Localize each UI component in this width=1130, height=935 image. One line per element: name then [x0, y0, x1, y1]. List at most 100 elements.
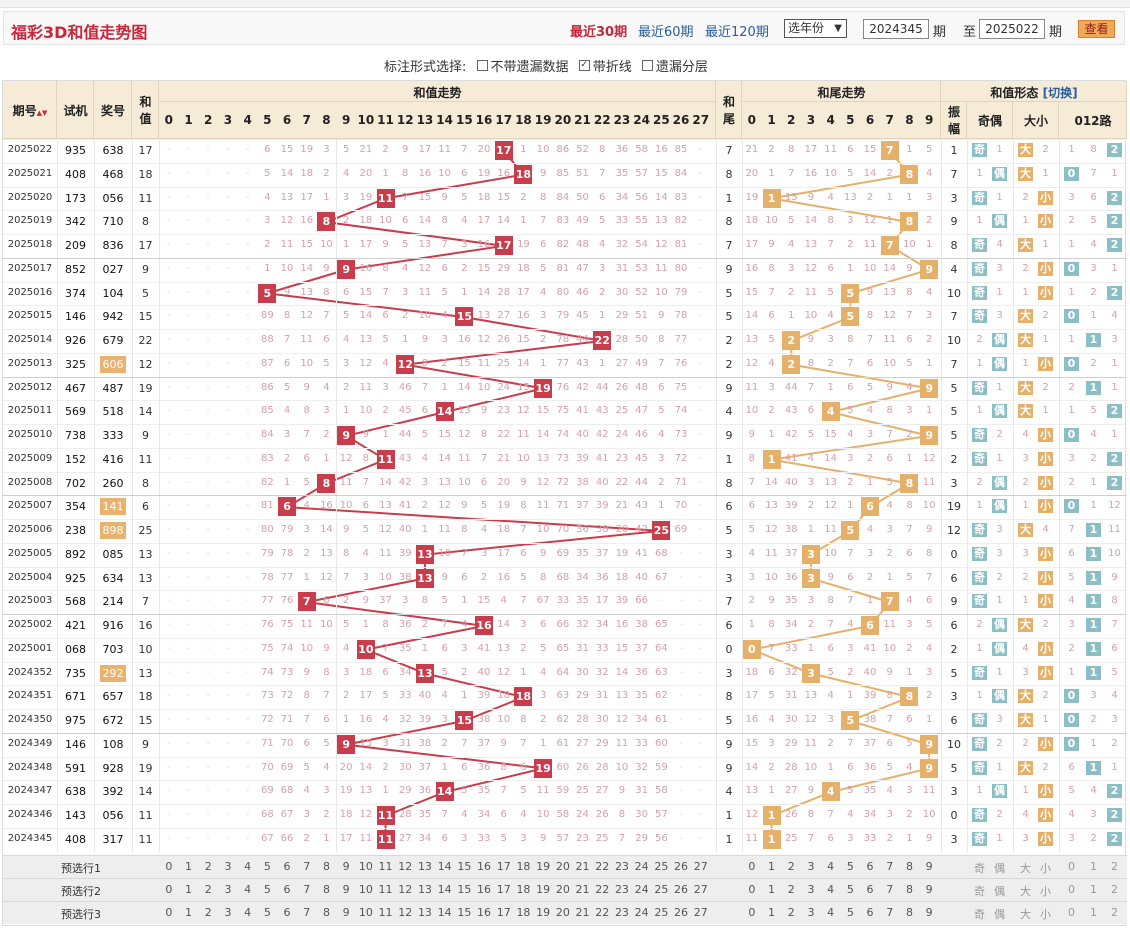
preselect-shape[interactable]: 偶	[994, 884, 1005, 898]
preselect-sum-num[interactable]: 10	[358, 905, 373, 919]
preselect-sum-num[interactable]: 16	[477, 882, 492, 896]
preselect-tail-num[interactable]: 7	[886, 882, 894, 896]
preselect-sum-num[interactable]: 20	[555, 859, 570, 873]
preselect-sum-num[interactable]: 1	[185, 882, 193, 896]
preselect-sum-num[interactable]: 6	[283, 859, 291, 873]
preselect-shape[interactable]: 偶	[994, 907, 1005, 921]
preselect-sum-num[interactable]: 0	[165, 882, 173, 896]
preselect-sum-num[interactable]: 5	[263, 859, 271, 873]
preselect-shape[interactable]: 大	[1020, 907, 1031, 921]
preselect-shape[interactable]: 大	[1020, 861, 1031, 875]
preselect-tail-num[interactable]: 8	[905, 882, 913, 896]
preselect-shape[interactable]: 小	[1040, 884, 1051, 898]
preselect-tail-num[interactable]: 4	[827, 882, 835, 896]
preselect-shape[interactable]: 1	[1090, 859, 1097, 873]
preselect-sum-num[interactable]: 19	[536, 882, 551, 896]
preselect-sum-num[interactable]: 5	[263, 882, 271, 896]
preselect-shape[interactable]: 偶	[994, 861, 1005, 875]
preselect-sum-num[interactable]: 8	[322, 859, 330, 873]
preselect-sum-num[interactable]: 2	[204, 905, 212, 919]
preselect-shape[interactable]: 1	[1090, 882, 1097, 896]
preselect-shape[interactable]: 0	[1068, 905, 1075, 919]
preselect-tail-num[interactable]: 3	[807, 905, 815, 919]
preselect-shape[interactable]: 2	[1111, 882, 1118, 896]
preselect-sum-num[interactable]: 9	[342, 905, 350, 919]
preselect-sum-num[interactable]: 21	[575, 905, 590, 919]
preselect-tail-num[interactable]: 3	[807, 882, 815, 896]
preselect-shape[interactable]: 大	[1020, 884, 1031, 898]
preselect-sum-num[interactable]: 2	[204, 882, 212, 896]
opt2-checkbox[interactable]: ✓	[578, 60, 590, 71]
preselect-sum-num[interactable]: 18	[516, 882, 531, 896]
preselect-sum-num[interactable]: 20	[555, 882, 570, 896]
preselect-sum-num[interactable]: 24	[634, 859, 649, 873]
preselect-sum-num[interactable]: 11	[378, 882, 393, 896]
preselect-shape[interactable]: 小	[1040, 861, 1051, 875]
preselect-shape[interactable]: 奇	[974, 861, 985, 875]
range-60-link[interactable]: 最近60期	[638, 25, 694, 40]
preselect-sum-num[interactable]: 5	[263, 905, 271, 919]
preselect-sum-num[interactable]: 12	[398, 859, 413, 873]
opt3-checkbox[interactable]	[641, 60, 653, 71]
preselect-shape[interactable]: 奇	[974, 884, 985, 898]
preselect-sum-num[interactable]: 3	[224, 859, 232, 873]
preselect-sum-num[interactable]: 10	[358, 882, 373, 896]
preselect-sum-num[interactable]: 17	[496, 859, 511, 873]
preselect-sum-num[interactable]: 23	[614, 882, 629, 896]
preselect-sum-num[interactable]: 8	[322, 905, 330, 919]
preselect-sum-num[interactable]: 7	[303, 882, 311, 896]
preselect-tail-num[interactable]: 7	[886, 859, 894, 873]
preselect-tail-num[interactable]: 9	[925, 859, 933, 873]
preselect-sum-num[interactable]: 25	[654, 859, 669, 873]
preselect-sum-num[interactable]: 24	[634, 882, 649, 896]
preselect-sum-num[interactable]: 12	[398, 905, 413, 919]
preselect-sum-num[interactable]: 9	[342, 859, 350, 873]
preselect-sum-num[interactable]: 27	[693, 905, 708, 919]
sort-icon[interactable]: ▲▼	[36, 109, 48, 117]
preselect-tail-num[interactable]: 6	[866, 905, 874, 919]
preselect-sum-num[interactable]: 11	[378, 905, 393, 919]
preselect-sum-num[interactable]: 25	[654, 905, 669, 919]
preselect-sum-num[interactable]: 19	[536, 905, 551, 919]
preselect-sum-num[interactable]: 16	[477, 859, 492, 873]
opt1-checkbox[interactable]	[476, 60, 488, 71]
preselect-sum-num[interactable]: 12	[398, 882, 413, 896]
preselect-shape[interactable]: 2	[1111, 905, 1118, 919]
preselect-sum-num[interactable]: 2	[204, 859, 212, 873]
preselect-sum-num[interactable]: 6	[283, 905, 291, 919]
preselect-tail-num[interactable]: 5	[846, 905, 854, 919]
preselect-tail-num[interactable]: 4	[827, 905, 835, 919]
switch-link[interactable]: [切换]	[1042, 86, 1078, 100]
preselect-shape[interactable]: 1	[1090, 905, 1097, 919]
preselect-sum-num[interactable]: 23	[614, 905, 629, 919]
preselect-sum-num[interactable]: 22	[595, 905, 610, 919]
preselect-sum-num[interactable]: 3	[224, 882, 232, 896]
start-issue-input[interactable]: 2024345	[863, 19, 929, 39]
range-30-link[interactable]: 最近30期	[570, 25, 628, 40]
preselect-sum-num[interactable]: 22	[595, 859, 610, 873]
preselect-sum-num[interactable]: 13	[417, 859, 432, 873]
query-button[interactable]: 查看	[1078, 20, 1115, 38]
preselect-tail-num[interactable]: 0	[748, 859, 756, 873]
preselect-sum-num[interactable]: 18	[516, 905, 531, 919]
preselect-sum-num[interactable]: 4	[244, 905, 252, 919]
preselect-tail-num[interactable]: 8	[905, 905, 913, 919]
preselect-shape[interactable]: 2	[1111, 859, 1118, 873]
preselect-sum-num[interactable]: 9	[342, 882, 350, 896]
preselect-sum-num[interactable]: 8	[322, 882, 330, 896]
preselect-sum-num[interactable]: 11	[378, 859, 393, 873]
preselect-sum-num[interactable]: 22	[595, 882, 610, 896]
preselect-sum-num[interactable]: 27	[693, 859, 708, 873]
preselect-tail-num[interactable]: 5	[846, 859, 854, 873]
preselect-sum-num[interactable]: 17	[496, 882, 511, 896]
preselect-sum-num[interactable]: 21	[575, 882, 590, 896]
preselect-sum-num[interactable]: 26	[674, 859, 689, 873]
preselect-sum-num[interactable]: 26	[674, 905, 689, 919]
preselect-sum-num[interactable]: 20	[555, 905, 570, 919]
preselect-sum-num[interactable]: 6	[283, 882, 291, 896]
preselect-tail-num[interactable]: 0	[748, 905, 756, 919]
preselect-sum-num[interactable]: 15	[457, 905, 472, 919]
preselect-tail-num[interactable]: 7	[886, 905, 894, 919]
preselect-sum-num[interactable]: 21	[575, 859, 590, 873]
period-header[interactable]: 期号▲▼	[3, 102, 57, 119]
